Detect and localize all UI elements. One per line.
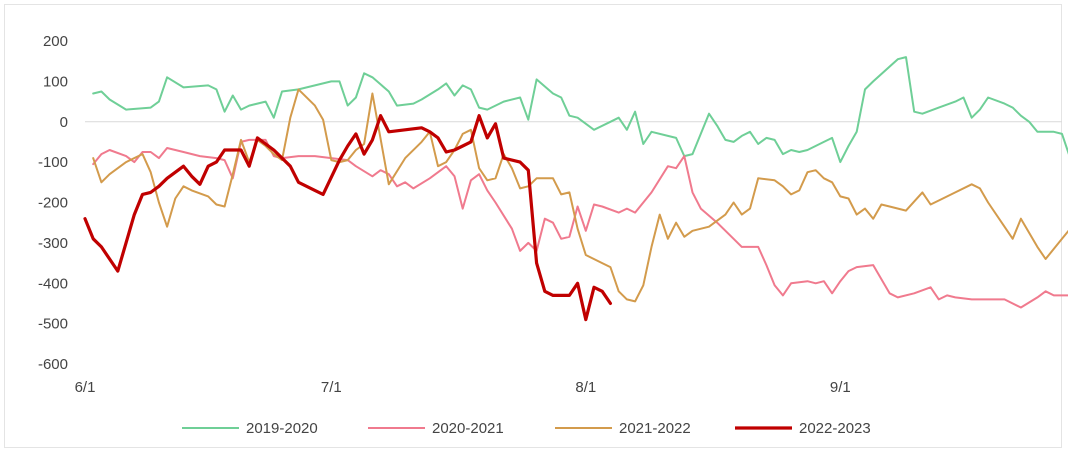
- series-line-2019-2020: [92, 56, 1068, 164]
- chart-frame: [4, 4, 1062, 448]
- y-tick-label: -400: [38, 275, 68, 292]
- y-tick-label: -600: [38, 356, 68, 373]
- y-tick-label: -300: [38, 235, 68, 252]
- series-line-2021-2022: [92, 88, 1068, 303]
- series-line-2022-2023: [83, 114, 613, 322]
- legend: 2019-2020 2020-2021 2021-2022 2022-2023: [182, 420, 871, 437]
- y-tick-label: -100: [38, 154, 68, 171]
- x-tick-label: 6/1: [75, 379, 96, 396]
- x-tick-label: 8/1: [575, 379, 596, 396]
- legend-label: 2020-2021: [432, 420, 504, 437]
- x-axis-tick-labels: 6/1 7/1 8/1 9/1: [75, 379, 851, 396]
- y-tick-label: 200: [43, 33, 68, 50]
- legend-label: 2022-2023: [799, 420, 871, 437]
- legend-label: 2021-2022: [619, 420, 691, 437]
- y-tick-label: -500: [38, 316, 68, 333]
- x-tick-label: 7/1: [321, 379, 342, 396]
- legend-label: 2019-2020: [246, 420, 318, 437]
- x-tick-label: 9/1: [830, 379, 851, 396]
- series-lines: [83, 56, 1068, 322]
- y-axis-tick-labels: 200 100 0 -100 -200 -300 -400 -500 -600: [38, 33, 68, 373]
- y-tick-label: 0: [60, 114, 68, 131]
- y-tick-label: 100: [43, 73, 68, 90]
- y-tick-label: -200: [38, 195, 68, 212]
- series-line-2020-2021: [92, 138, 1068, 309]
